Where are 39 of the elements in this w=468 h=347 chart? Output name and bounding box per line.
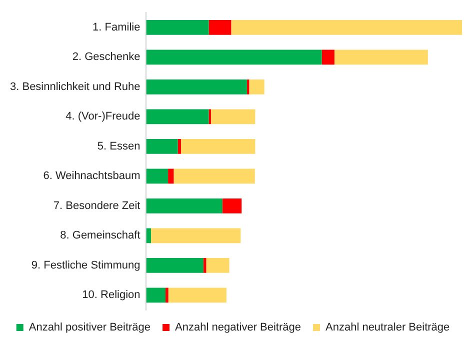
bar bbox=[206, 258, 230, 273]
y-tick-label: 4. (Vor-)Freude bbox=[66, 110, 140, 123]
y-tick-label: 5. Essen bbox=[97, 140, 140, 152]
y-tick-label: 3. Besinnlichkeit und Ruhe bbox=[10, 80, 140, 93]
bar bbox=[168, 168, 174, 184]
bar bbox=[146, 228, 151, 244]
bar bbox=[150, 228, 241, 244]
bar bbox=[146, 50, 322, 65]
y-tick-label: 7. Besondere Zeit bbox=[53, 200, 140, 212]
legend-label: Anzahl negativer Beiträge bbox=[175, 322, 302, 334]
y-tick-label: 6. Weihnachtsbaum bbox=[43, 170, 140, 182]
y-tick-label: 1. Familie bbox=[92, 22, 140, 34]
bar bbox=[249, 80, 264, 94]
y-tick-label: 10. Religion bbox=[82, 289, 140, 302]
bar bbox=[334, 50, 428, 65]
bar bbox=[180, 138, 256, 154]
bar bbox=[146, 288, 166, 303]
bar bbox=[146, 80, 247, 94]
bar bbox=[146, 258, 204, 273]
bar bbox=[210, 109, 256, 124]
bar bbox=[146, 198, 222, 214]
bar bbox=[246, 80, 250, 94]
bar bbox=[146, 20, 209, 35]
bar bbox=[146, 109, 209, 124]
bar bbox=[222, 198, 242, 214]
y-tick-label: 9. Festliche Stimmung bbox=[31, 259, 140, 272]
bar bbox=[168, 288, 226, 303]
legend-label: Anzahl positiver Beiträge bbox=[28, 322, 151, 334]
bar bbox=[146, 168, 168, 184]
bar bbox=[174, 168, 255, 184]
bar bbox=[178, 138, 181, 154]
bar bbox=[208, 20, 232, 35]
bar bbox=[166, 288, 168, 303]
bar bbox=[231, 20, 462, 35]
legend-label: Anzahl neutraler Beiträge bbox=[326, 322, 450, 334]
bar bbox=[322, 50, 334, 65]
y-tick-label: 2. Geschenke bbox=[72, 51, 140, 64]
y-tick-label: 8. Gemeinschaft bbox=[60, 230, 140, 242]
bar bbox=[146, 138, 178, 154]
